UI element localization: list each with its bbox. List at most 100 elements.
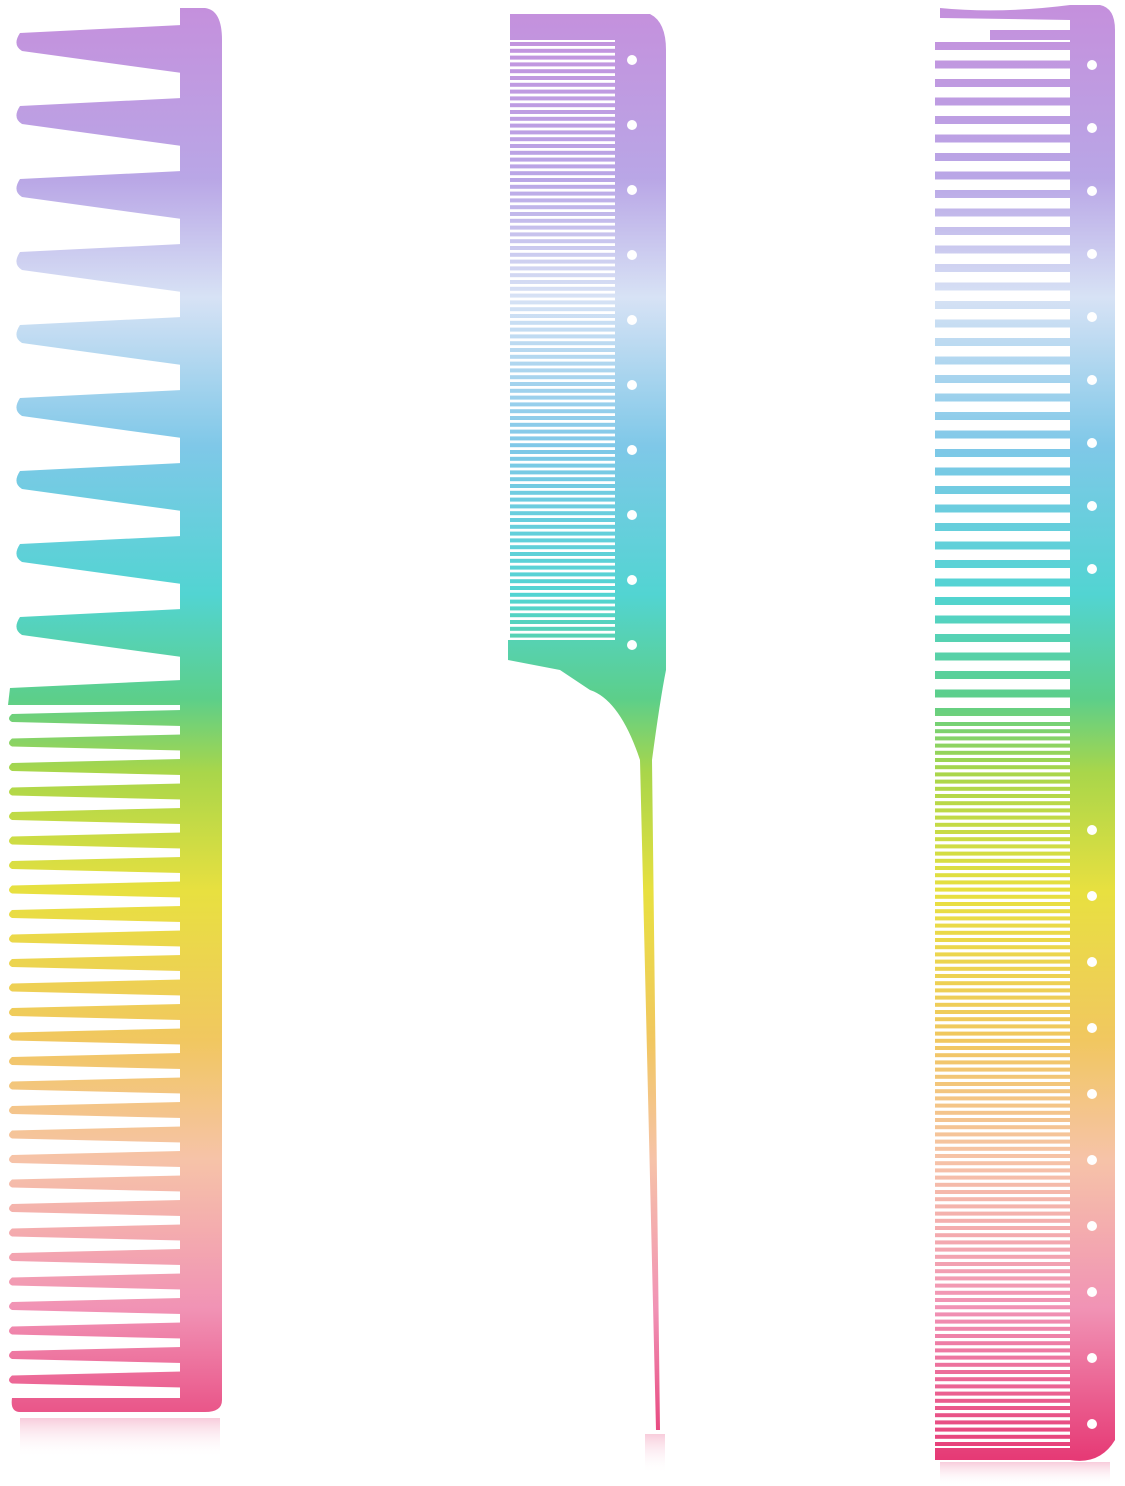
comb-tooth — [510, 198, 616, 203]
comb-hole — [1087, 1287, 1097, 1297]
comb-tooth — [9, 832, 182, 849]
comb-tooth — [510, 524, 616, 529]
comb-tooth — [510, 116, 616, 121]
comb-tooth — [935, 894, 1071, 899]
comb-tooth — [935, 1326, 1071, 1331]
comb-tooth — [9, 1028, 182, 1045]
comb-tooth — [935, 858, 1071, 863]
comb-tooth — [935, 837, 1071, 842]
comb-tooth — [935, 1175, 1071, 1180]
comb-tooth — [510, 137, 616, 142]
comb-hole — [627, 640, 637, 650]
comb-tooth — [935, 1262, 1071, 1266]
comb-tooth — [935, 938, 1071, 942]
comb-tooth — [935, 844, 1071, 849]
comb-tooth — [935, 743, 1071, 748]
comb-tooth — [935, 393, 1071, 402]
comb-tooth — [510, 218, 616, 223]
comb-tooth — [935, 952, 1071, 957]
comb-tooth — [935, 786, 1071, 791]
comb-hole — [1087, 375, 1097, 385]
comb-tooth — [510, 69, 616, 74]
comb-tooth — [935, 171, 1071, 180]
comb-tooth — [935, 722, 1071, 726]
comb-tooth — [510, 82, 616, 87]
comb-tooth — [935, 1254, 1071, 1259]
comb-hole — [627, 120, 637, 130]
comb-tooth — [510, 246, 616, 250]
comb-tooth — [935, 708, 1071, 716]
comb-reflection — [20, 1418, 220, 1458]
comb-tooth — [935, 504, 1071, 513]
comb-tooth — [510, 164, 616, 169]
comb-tooth — [935, 887, 1071, 892]
comb-tooth — [935, 1319, 1071, 1324]
comb-tooth — [9, 1126, 182, 1143]
comb-hole — [627, 315, 637, 325]
comb-tooth — [935, 60, 1071, 69]
comb-tooth — [510, 150, 616, 155]
comb-tooth — [935, 1413, 1071, 1418]
comb-tooth — [935, 1118, 1071, 1122]
comb-tooth — [935, 1197, 1071, 1202]
comb-tooth — [510, 361, 616, 366]
comb-tooth — [935, 208, 1071, 217]
comb-tooth — [9, 1322, 182, 1339]
comb-tooth — [935, 1334, 1071, 1338]
comb-tooth — [510, 382, 616, 386]
comb-tooth — [935, 1370, 1071, 1374]
comb-tooth — [9, 808, 182, 824]
comb-hole — [627, 185, 637, 195]
comb-hole — [1087, 825, 1097, 835]
comb-tooth — [935, 974, 1071, 978]
comb-tooth — [935, 338, 1071, 346]
comb-tooth — [9, 1004, 182, 1020]
comb-tooth — [9, 1249, 182, 1265]
comb-tooth — [510, 470, 616, 475]
comb-tooth — [935, 449, 1071, 457]
comb-tooth — [9, 1151, 182, 1167]
comb-tooth — [935, 830, 1071, 834]
comb-tooth — [510, 497, 616, 502]
comb-tooth — [510, 103, 616, 108]
comb-tooth — [935, 652, 1071, 661]
comb-tooth — [935, 794, 1071, 798]
comb-hole — [1087, 501, 1097, 511]
comb-tooth — [935, 866, 1071, 870]
comb-tooth — [510, 320, 616, 325]
comb-tooth — [935, 1305, 1071, 1310]
comb-tooth — [935, 1355, 1071, 1360]
comb-tooth — [510, 538, 616, 543]
comb-tooth — [510, 354, 616, 359]
comb-tooth — [510, 592, 616, 597]
comb-tooth — [935, 412, 1071, 420]
comb-tooth — [935, 1190, 1071, 1194]
comb-tooth — [510, 280, 616, 284]
comb-tooth — [510, 504, 616, 509]
comb-hole — [1087, 438, 1097, 448]
comb-tooth — [935, 1233, 1071, 1238]
comb-tooth — [935, 319, 1071, 328]
comb-spine — [11, 8, 222, 1412]
comb-tooth — [935, 916, 1071, 921]
comb-tooth — [935, 750, 1071, 755]
comb-tooth — [510, 300, 616, 305]
combs — [8, 5, 1115, 1486]
comb-hole — [1087, 249, 1097, 259]
comb-tooth — [935, 1276, 1071, 1281]
comb-spine — [508, 14, 666, 1430]
comb-tooth — [935, 779, 1071, 784]
comb-tooth — [935, 671, 1071, 679]
comb-tooth — [510, 586, 616, 590]
comb-tooth — [510, 429, 616, 434]
comb-tooth — [935, 1031, 1071, 1036]
comb-tooth — [935, 134, 1071, 143]
comb-hole — [1087, 1353, 1097, 1363]
comb-tooth — [510, 96, 616, 101]
comb-tooth — [510, 42, 616, 46]
comb-tooth — [935, 1139, 1071, 1144]
comb-tooth — [510, 599, 616, 604]
comb-tooth — [935, 1002, 1071, 1007]
comb-tooth — [510, 558, 616, 563]
